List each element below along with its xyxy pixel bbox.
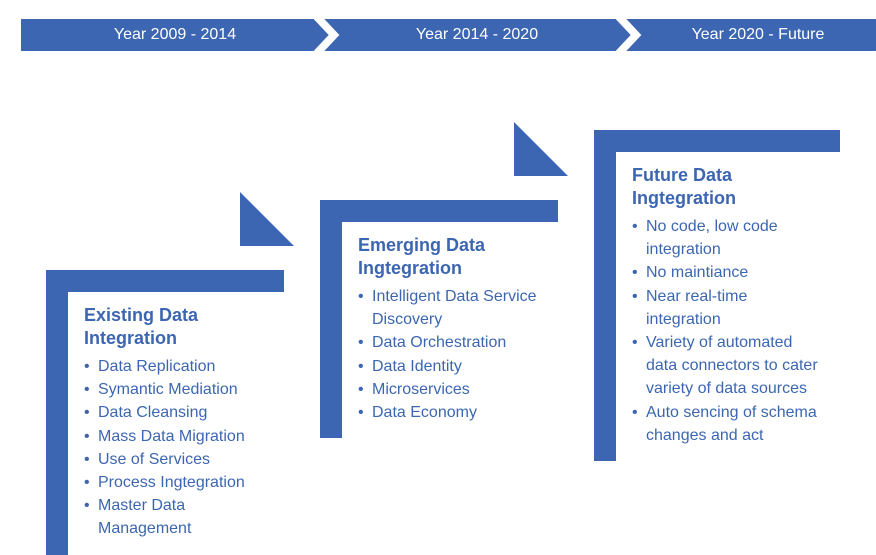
panel-item: Data Economy: [358, 401, 544, 424]
panel-title-emerging: Emerging Data Ingtegration: [358, 234, 544, 279]
panel-notch-existing: [240, 192, 294, 246]
timeline-arrow-bar: Year 2009 - 2014 Year 2014 - 2020 Year 202…: [20, 18, 872, 52]
panel-notch-emerging: [514, 122, 568, 176]
timeline-segment-label: Year 2020 - Future: [692, 26, 825, 43]
panel-item: Symantic Mediation: [84, 378, 270, 401]
panels-area: Existing Data Integration Data Replicatio…: [0, 80, 876, 518]
panel-item: Microservices: [358, 378, 544, 401]
panel-item: Auto sencing of schema changes and act: [632, 401, 826, 447]
panel-item: No code, low code integration: [632, 215, 826, 261]
panel-item: No maintiance: [632, 261, 826, 284]
panel-frame-future: Future Data Ingtegration No code, low cod…: [594, 130, 840, 461]
panel-item: Mass Data Migration: [84, 425, 270, 448]
panel-title-future: Future Data Ingtegration: [632, 164, 826, 209]
timeline-segment-label: Year 2009 - 2014: [114, 26, 236, 43]
panel-frame-existing: Existing Data Integration Data Replicatio…: [46, 270, 284, 555]
panel-item: Near real-time integration: [632, 285, 826, 331]
timeline-segment-1: Year 2014 - 2020: [322, 18, 632, 52]
panel-item: Variety of automated data connectors to …: [632, 331, 826, 401]
panel-item: Use of Services: [84, 448, 270, 471]
panel-title-existing: Existing Data Integration: [84, 304, 270, 349]
panel-item: Process Ingtegration: [84, 471, 270, 494]
timeline-segment-2: Year 2020 - Future: [624, 18, 876, 52]
panel-item: Master Data Management: [84, 494, 270, 540]
panel-item: Data Orchestration: [358, 331, 544, 354]
panel-list-future: No code, low code integrationNo maintian…: [632, 215, 826, 447]
timeline-segment-label: Year 2014 - 2020: [416, 26, 538, 43]
panel-list-emerging: Intelligent Data Service DiscoveryData O…: [358, 285, 544, 424]
panel-item: Data Cleansing: [84, 401, 270, 424]
timeline-segment-0: Year 2009 - 2014: [20, 18, 330, 52]
panel-item: Data Identity: [358, 355, 544, 378]
panel-item: Data Replication: [84, 355, 270, 378]
panel-frame-emerging: Emerging Data Ingtegration Intelligent Da…: [320, 200, 558, 438]
panel-list-existing: Data ReplicationSymantic MediationData C…: [84, 355, 270, 541]
panel-item: Intelligent Data Service Discovery: [358, 285, 544, 331]
